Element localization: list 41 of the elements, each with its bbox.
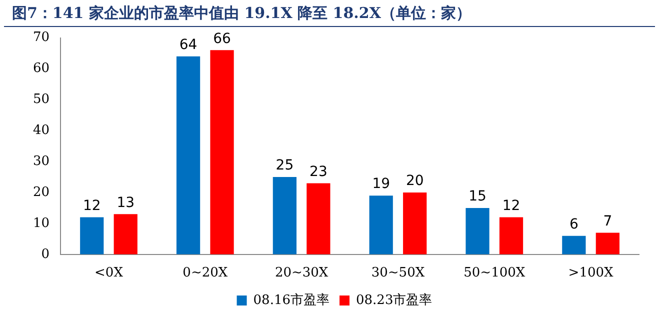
chart-title: 图7：141 家企业的市盈率中值由 19.1X 降至 18.2X（单位：家） xyxy=(4,0,655,27)
bar xyxy=(466,208,490,254)
x-tick-label: 0~20X xyxy=(182,266,228,281)
data-label: 12 xyxy=(82,198,101,214)
y-tick-label: 10 xyxy=(32,216,50,231)
x-tick-label: 20~30X xyxy=(274,266,329,281)
x-tick-label: <0X xyxy=(94,266,124,281)
data-label: 7 xyxy=(603,213,612,230)
y-tick-label: 50 xyxy=(32,92,50,108)
y-tick-label: 60 xyxy=(32,61,50,76)
x-tick-label: 30~50X xyxy=(371,266,426,281)
x-tick-label: 50~100X xyxy=(464,266,526,281)
bar xyxy=(80,217,104,254)
data-label: 12 xyxy=(502,198,520,214)
legend-label: 08.23市盈率 xyxy=(356,292,432,308)
bar xyxy=(403,192,427,254)
bar xyxy=(306,183,330,254)
bar xyxy=(596,232,620,254)
y-tick-label: 40 xyxy=(32,123,50,138)
data-label: 15 xyxy=(468,188,486,205)
bar xyxy=(176,56,200,254)
data-label: 66 xyxy=(213,30,232,47)
data-label: 13 xyxy=(116,194,135,211)
y-tick-label: 70 xyxy=(32,30,50,46)
y-tick-label: 30 xyxy=(32,154,50,169)
data-label: 64 xyxy=(179,37,198,54)
data-label: 6 xyxy=(569,216,578,232)
data-label: 20 xyxy=(406,173,424,190)
data-label: 19 xyxy=(372,176,390,192)
bar xyxy=(210,50,234,254)
bar xyxy=(499,217,524,254)
data-label: 23 xyxy=(310,164,328,180)
bar xyxy=(114,214,138,254)
y-tick-label: 0 xyxy=(41,246,50,262)
bar xyxy=(272,177,297,254)
legend-label: 08.16市盈率 xyxy=(253,292,330,308)
y-tick-label: 20 xyxy=(32,184,50,200)
data-label: 25 xyxy=(276,158,294,174)
x-tick-label: >100X xyxy=(568,266,614,281)
bar xyxy=(369,196,393,254)
bar xyxy=(562,236,586,254)
